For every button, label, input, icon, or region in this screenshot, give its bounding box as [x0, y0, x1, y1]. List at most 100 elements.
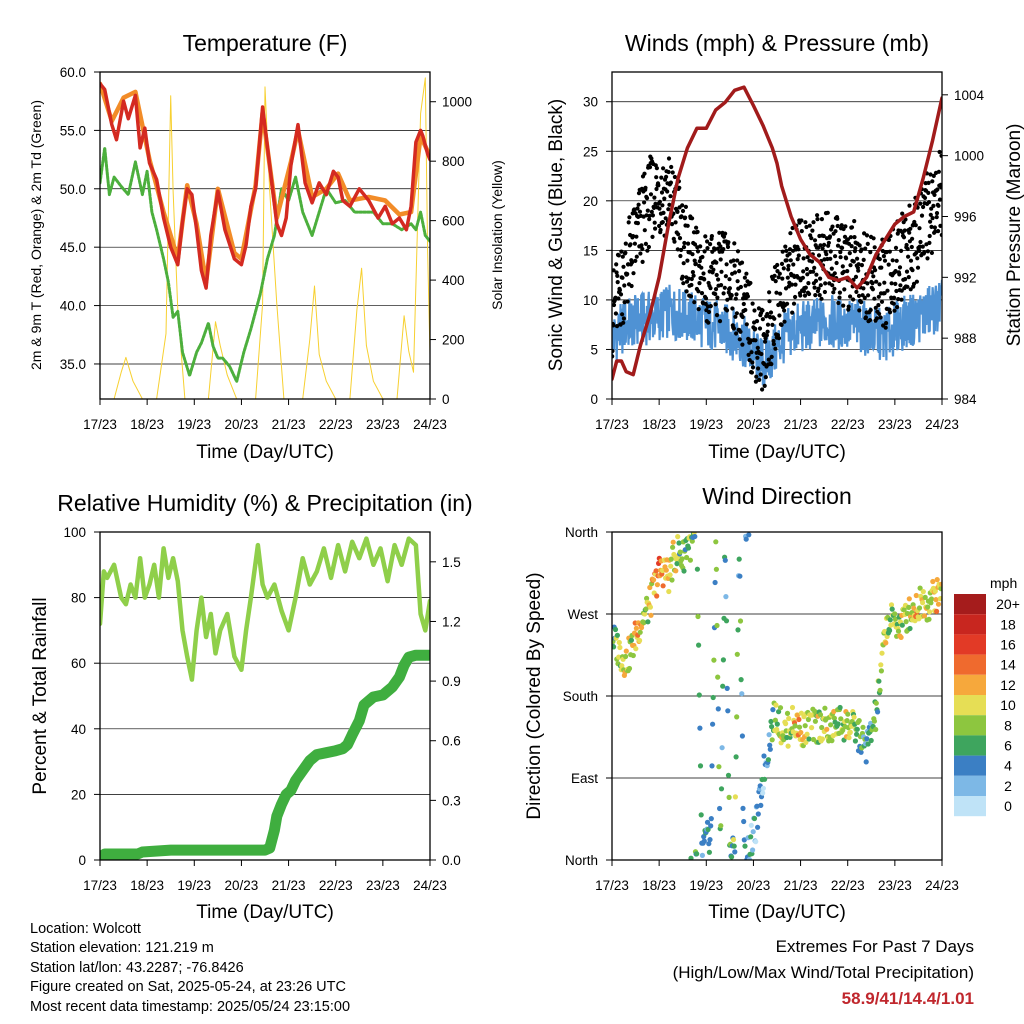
- gust-point: [784, 258, 789, 263]
- direction-point: [925, 604, 931, 610]
- direction-point: [751, 815, 758, 822]
- gust-point: [760, 387, 765, 392]
- direction-point: [711, 657, 717, 663]
- gust-point: [763, 375, 768, 380]
- direction-point: [746, 856, 752, 860]
- gust-point: [862, 295, 867, 300]
- gust-point: [938, 223, 942, 228]
- gust-point: [724, 262, 729, 267]
- gust-point: [760, 317, 766, 322]
- gust-point: [623, 250, 628, 255]
- gust-point: [899, 248, 904, 253]
- gust-point: [859, 247, 864, 252]
- gust-point: [853, 274, 859, 279]
- gust-point: [702, 277, 707, 282]
- gust-point: [914, 250, 919, 256]
- humidity-y2-tick-label: 1.5: [442, 555, 461, 570]
- gust-point: [771, 342, 777, 347]
- gust-point: [802, 293, 808, 298]
- direction-point: [725, 772, 732, 778]
- gust-point: [922, 250, 927, 255]
- gust-point: [713, 287, 719, 292]
- direction-point: [899, 622, 905, 628]
- gust-point: [679, 247, 684, 253]
- humidity-y-tick-label: 20: [71, 787, 86, 802]
- gust-point: [818, 283, 823, 288]
- direction-point: [819, 736, 826, 742]
- gust-point: [721, 234, 727, 239]
- gust-point: [765, 329, 770, 334]
- gust-point: [740, 314, 745, 320]
- gust-point: [877, 257, 882, 262]
- gust-point: [918, 239, 923, 245]
- gust-point: [669, 222, 675, 227]
- speed-legend-label: 12: [1000, 677, 1016, 693]
- direction-point: [783, 721, 789, 727]
- gust-point: [796, 247, 801, 252]
- direction-point: [873, 700, 879, 706]
- gust-point: [741, 301, 746, 307]
- direction-x-tick-label: 17/23: [595, 878, 629, 893]
- gust-point: [818, 243, 823, 248]
- direction-point: [920, 589, 926, 595]
- gust-point: [746, 352, 751, 357]
- direction-point: [786, 715, 792, 722]
- gust-point: [936, 229, 941, 234]
- gust-point: [853, 246, 858, 251]
- gust-point: [780, 249, 785, 254]
- direction-point: [734, 651, 740, 657]
- humidity-y2-ticks: 0.0 0.3 0.6 0.9 1.2 1.5: [430, 555, 461, 868]
- winds-y-tick-label: 0: [590, 392, 598, 407]
- direction-point: [612, 626, 619, 633]
- direction-point: [762, 776, 768, 782]
- direction-point: [798, 729, 804, 736]
- gust-point: [697, 259, 702, 264]
- winds-x-ticks: 17/23 18/23 19/23 20/23 21/23 22/23 23/23 24/23: [595, 399, 959, 432]
- gust-point: [708, 242, 713, 247]
- gust-point: [699, 265, 704, 270]
- gust-point: [755, 355, 760, 360]
- direction-y-tick-label: East: [571, 771, 598, 786]
- direction-point: [858, 749, 864, 755]
- direction-point: [864, 736, 870, 742]
- direction-point: [692, 533, 698, 540]
- station-location: Location: Wolcott: [30, 921, 141, 937]
- station-info: Location: Wolcott Station elevation: 121…: [30, 920, 350, 1017]
- temperature-y2-label: Solar Insolation (Yellow): [489, 160, 505, 310]
- temperature-y-tick-label: 50.0: [60, 182, 86, 197]
- humidity-y2-tick-label: 0.6: [442, 734, 461, 749]
- gust-point: [917, 248, 922, 253]
- gust-point: [697, 281, 702, 286]
- direction-point: [871, 718, 878, 724]
- gust-point: [930, 216, 935, 221]
- direction-point: [616, 654, 622, 660]
- gust-point: [680, 208, 686, 214]
- speed-legend-swatch: [954, 614, 986, 635]
- gust-point: [620, 275, 625, 280]
- gust-point: [842, 287, 847, 292]
- gust-point: [934, 211, 940, 216]
- gust-point: [848, 235, 854, 240]
- direction-point: [619, 663, 625, 669]
- gust-point: [788, 258, 793, 263]
- direction-point: [784, 710, 791, 717]
- direction-point: [750, 847, 756, 853]
- direction-point: [847, 729, 853, 735]
- gust-point: [664, 174, 669, 179]
- direction-point: [623, 648, 629, 654]
- gust-point: [750, 365, 756, 370]
- gust-point: [931, 203, 936, 208]
- gust-point: [837, 290, 843, 295]
- direction-point: [831, 715, 838, 721]
- gust-point: [809, 259, 815, 264]
- gust-point: [823, 281, 828, 286]
- gust-point: [620, 312, 625, 317]
- gust-point: [769, 354, 774, 359]
- gust-point: [788, 231, 793, 236]
- gust-point: [677, 185, 682, 190]
- direction-point: [930, 578, 936, 585]
- direction-point: [772, 717, 779, 723]
- gust-point: [757, 377, 762, 382]
- direction-x-tick-label: 21/23: [784, 878, 818, 893]
- gust-point: [636, 202, 641, 207]
